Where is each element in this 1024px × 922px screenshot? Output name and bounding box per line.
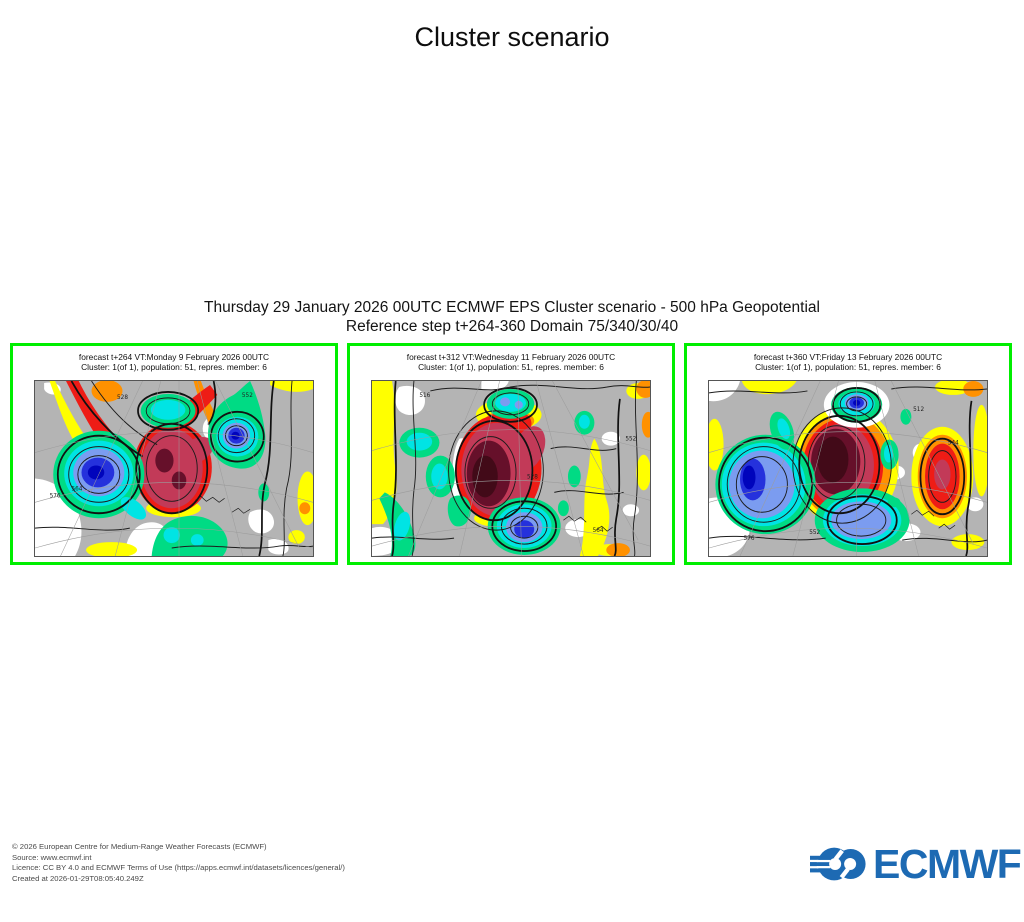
contour-label: 576	[50, 492, 61, 499]
contour-labels: 512 544 576 552	[744, 406, 959, 543]
contour-labels: 576 564 552 528	[50, 392, 253, 500]
panel-header-line1: forecast t+312 VT:Wednesday 11 February …	[406, 352, 616, 362]
footer-copyright: © 2026 European Centre for Medium-Range …	[12, 842, 267, 851]
contour-label: 552	[625, 435, 636, 442]
cluster-panel-t264: forecast t+264 VT:Monday 9 February 2026…	[10, 343, 338, 565]
coastline-layer	[911, 509, 956, 530]
contour-label: 576	[744, 535, 755, 542]
weather-map-t312: 516 528 552 564	[372, 381, 650, 556]
contour-labels: 516 528 552 564	[419, 392, 636, 535]
contour-label: 528	[117, 394, 128, 401]
weather-map-t360: 512 544 576 552	[709, 381, 987, 556]
contour-label: 512	[913, 406, 924, 413]
weather-map-frame: 516 528 552 564	[371, 380, 651, 557]
panels-row: forecast t+264 VT:Monday 9 February 2026…	[10, 343, 1012, 565]
panel-header-line2: Cluster: 1(of 1), population: 51, repres…	[755, 362, 941, 372]
contour-label: 564	[593, 527, 604, 534]
anomaly-layer	[372, 381, 650, 556]
graticule-layer	[372, 381, 650, 556]
cluster-panel-t360: forecast t+360 VT:Friday 13 February 202…	[684, 343, 1012, 565]
footer-source: Source: www.ecmwf.int	[12, 852, 92, 862]
cluster-panel-t312: forecast t+312 VT:Wednesday 11 February …	[347, 343, 675, 565]
panel-header-line1: forecast t+360 VT:Friday 13 February 202…	[753, 352, 943, 362]
panel-header-line2: Cluster: 1(of 1), population: 51, repres…	[418, 362, 604, 372]
ecmwf-logo-icon	[810, 847, 866, 881]
ecmwf-logo-text: ECMWF	[873, 841, 1022, 887]
panel-header-line2: Cluster: 1(of 1), population: 51, repres…	[81, 362, 267, 372]
contour-label: 544	[948, 439, 959, 446]
contour-layer	[372, 381, 650, 556]
footer-attribution: © 2026 European Centre for Medium-Range …	[12, 842, 345, 885]
contour-label: 552	[809, 529, 820, 536]
contour-label: 564	[71, 485, 82, 492]
contour-label: 552	[242, 392, 253, 399]
page-title: Cluster scenario	[414, 22, 610, 52]
weather-map-frame: 576 564 552 528	[34, 380, 314, 557]
footer-licence: Licence: CC BY 4.0 and ECMWF Terms of Us…	[12, 863, 345, 873]
ecmwf-logo: ECMWF	[810, 841, 1022, 887]
panel-header-line1: forecast t+264 VT:Monday 9 February 2026…	[78, 352, 270, 362]
subtitle-line2: Reference step t+264-360 Domain 75/340/3…	[345, 318, 679, 335]
coastline-layer	[563, 515, 613, 532]
contour-label: 516	[419, 392, 430, 399]
graticule-layer	[35, 381, 313, 556]
contour-label: 528	[527, 473, 538, 480]
weather-map-frame: 512 544 576 552	[708, 380, 988, 557]
footer-created: Created at 2026-01-29T08:05:40.249Z	[12, 874, 144, 884]
subtitle-line1: Thursday 29 January 2026 00UTC ECMWF EPS…	[204, 299, 820, 316]
forecast-subtitle: Thursday 29 January 2026 00UTC ECMWF EPS…	[0, 298, 1024, 336]
contour-layer	[35, 381, 313, 556]
graticule-layer	[709, 381, 987, 556]
weather-map-t264: 576 564 552 528	[35, 381, 313, 556]
coastline-layer	[195, 495, 251, 514]
